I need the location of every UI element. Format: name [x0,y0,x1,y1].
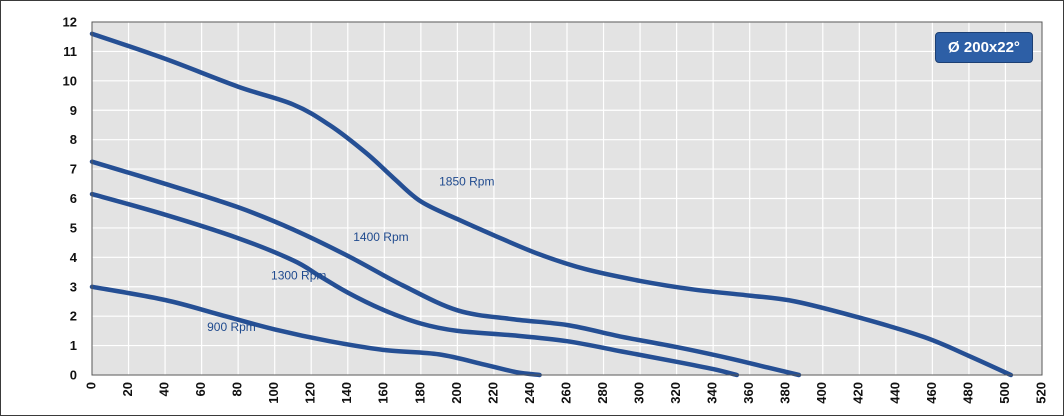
x-tick-label: 320 [668,382,683,404]
y-tick-label: 12 [63,15,77,30]
x-tick-label: 80 [230,382,245,396]
x-tick-label: 520 [1033,382,1048,404]
x-tick-label: 200 [449,382,464,404]
y-tick-label: 11 [63,44,77,59]
series-lines [89,31,1014,378]
curve-label: 900 Rpm [207,320,256,334]
x-tick-label: 360 [741,382,756,404]
y-tick-label: 0 [70,368,77,383]
curve-labels: 1850 Rpm 1400 Rpm 1300 Rpm 900 Rpm [207,174,494,334]
x-tick-label: 160 [376,382,391,404]
y-tick-label: 6 [70,191,77,206]
y-tick-label: 10 [63,73,77,88]
y-tick-label: 8 [70,132,77,147]
series-line [89,191,740,378]
x-tick-label: 460 [924,382,939,404]
y-tick-label: 5 [70,220,77,235]
x-tick-label: 340 [705,382,720,404]
y-tick-label: 9 [70,103,77,118]
impeller-size-badge: Ø 200x22° [935,32,1033,63]
plot-border [91,21,1043,376]
x-tick-label: 300 [632,382,647,404]
curve-label: 1300 Rpm [271,268,326,282]
x-tick-label: 420 [851,382,866,404]
x-tick-label: 500 [997,382,1012,404]
x-tick-label: 380 [778,382,793,404]
curve-label: 1400 Rpm [353,230,408,244]
series-line [89,31,1014,378]
y-tick-label: 3 [70,279,77,294]
y-tick-label: 7 [70,162,77,177]
x-tick-label: 60 [193,382,208,396]
y-tick-label: 4 [70,250,78,265]
series-line [89,159,802,378]
x-tick-label: 140 [339,382,354,404]
x-axis-ticks: 0 20 40 60 80 100 120 140 160 180 200 220 240 260 280 3… [83,382,1048,404]
x-tick-label: 400 [814,382,829,404]
y-tick-label: 2 [70,309,77,324]
x-tick-label: 260 [558,382,573,404]
x-tick-label: 20 [120,382,135,396]
y-tick-label: 1 [70,338,77,353]
x-tick-label: 280 [595,382,610,404]
x-tick-label: 180 [412,382,427,404]
x-tick-label: 120 [303,382,318,404]
x-tick-label: 240 [522,382,537,404]
x-tick-label: 40 [157,382,172,396]
x-tick-label: 0 [83,382,98,389]
x-tick-label: 100 [266,382,281,404]
curve-label: 1850 Rpm [439,174,494,188]
x-tick-label: 440 [887,382,902,404]
x-tick-label: 220 [485,382,500,404]
series-line [89,284,542,378]
x-tick-label: 480 [960,382,975,404]
